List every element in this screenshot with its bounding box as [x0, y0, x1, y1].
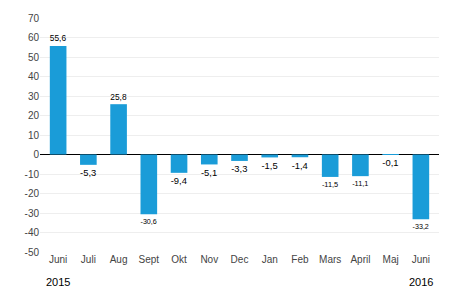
svg-text:-11,1: -11,1: [352, 179, 368, 188]
svg-text:-40: -40: [25, 227, 40, 238]
svg-text:55,6: 55,6: [50, 33, 67, 43]
svg-text:-50: -50: [25, 247, 40, 258]
svg-text:60: 60: [28, 32, 40, 43]
svg-text:70: 70: [28, 13, 40, 24]
svg-text:Dec: Dec: [231, 254, 249, 265]
svg-text:Aug: Aug: [110, 254, 128, 265]
svg-text:2016: 2016: [409, 276, 433, 288]
svg-text:-20: -20: [25, 188, 40, 199]
svg-text:Juni: Juni: [412, 254, 430, 265]
svg-text:30: 30: [28, 91, 40, 102]
svg-text:10: 10: [28, 130, 40, 141]
svg-text:25,8: 25,8: [110, 92, 127, 102]
svg-text:April: April: [350, 254, 370, 265]
svg-text:-5,1: -5,1: [201, 167, 217, 178]
svg-text:-30,6: -30,6: [141, 218, 157, 226]
svg-text:-9,4: -9,4: [171, 175, 187, 186]
svg-text:Maj: Maj: [383, 254, 399, 265]
svg-text:-10: -10: [25, 169, 40, 180]
svg-text:-1,4: -1,4: [292, 160, 308, 171]
svg-text:Juni: Juni: [49, 254, 67, 265]
svg-text:-33,2: -33,2: [413, 223, 429, 231]
svg-text:-5,3: -5,3: [80, 167, 96, 178]
svg-text:-30: -30: [25, 208, 40, 219]
svg-text:-1,5: -1,5: [261, 160, 277, 171]
svg-text:Feb: Feb: [291, 254, 309, 265]
svg-text:50: 50: [28, 52, 40, 63]
svg-text:Sept: Sept: [139, 254, 160, 265]
svg-text:20: 20: [28, 110, 40, 121]
svg-text:Mars: Mars: [319, 254, 341, 265]
svg-text:40: 40: [28, 71, 40, 82]
svg-text:-3,3: -3,3: [231, 163, 247, 174]
svg-text:-0,1: -0,1: [382, 157, 398, 168]
svg-text:Nov: Nov: [200, 254, 218, 265]
svg-text:-11,5: -11,5: [322, 180, 338, 189]
svg-text:Jan: Jan: [262, 254, 278, 265]
svg-text:0: 0: [33, 149, 39, 160]
svg-text:2015: 2015: [46, 276, 70, 288]
svg-text:Okt: Okt: [171, 254, 187, 265]
svg-text:Juli: Juli: [81, 254, 96, 265]
